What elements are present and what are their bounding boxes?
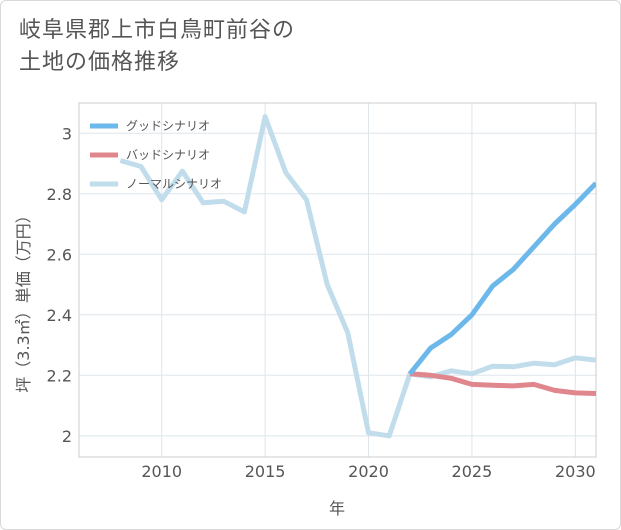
chart-title-line-2: 土地の価格推移	[19, 50, 181, 75]
y-tick-label: 2.6	[47, 245, 72, 264]
legend-label-1: バッドシナリオ	[126, 148, 210, 162]
chart-title: 岐阜県郡上市白鳥町前谷の 土地の価格推移	[19, 15, 295, 79]
x-tick-label: 2010	[141, 462, 182, 481]
y-tick-label: 2.4	[47, 306, 72, 325]
x-tick-label: 2015	[245, 462, 286, 481]
series-layer	[119, 114, 596, 439]
chart-title-line-1: 岐阜県郡上市白鳥町前谷の	[19, 18, 296, 43]
y-tick-label: 2.8	[47, 185, 72, 204]
series-line-0	[407, 181, 596, 376]
y-tick-label: 2	[62, 427, 72, 446]
x-tick-label: 2030	[555, 462, 596, 481]
series-line-1	[409, 371, 596, 396]
y-axis-label: 坪（3.3㎡）単価（万円）	[14, 207, 33, 392]
legend-label-2: ノーマルシナリオ	[126, 177, 222, 191]
legend-label-0: グッドシナリオ	[126, 119, 210, 133]
y-tick-label: 2.2	[47, 366, 72, 385]
x-tick-label: 2025	[452, 462, 493, 481]
series-line-2	[119, 114, 596, 439]
grid-lines	[79, 103, 596, 457]
tick-labels: 2010 2015 2020 2025 2030 2 2.2 2.4 2.6 2.8 3	[47, 124, 596, 481]
y-tick-label: 3	[62, 124, 72, 143]
x-axis-label: 年	[329, 499, 345, 518]
x-tick-label: 2020	[348, 462, 389, 481]
plot-area	[78, 102, 597, 458]
